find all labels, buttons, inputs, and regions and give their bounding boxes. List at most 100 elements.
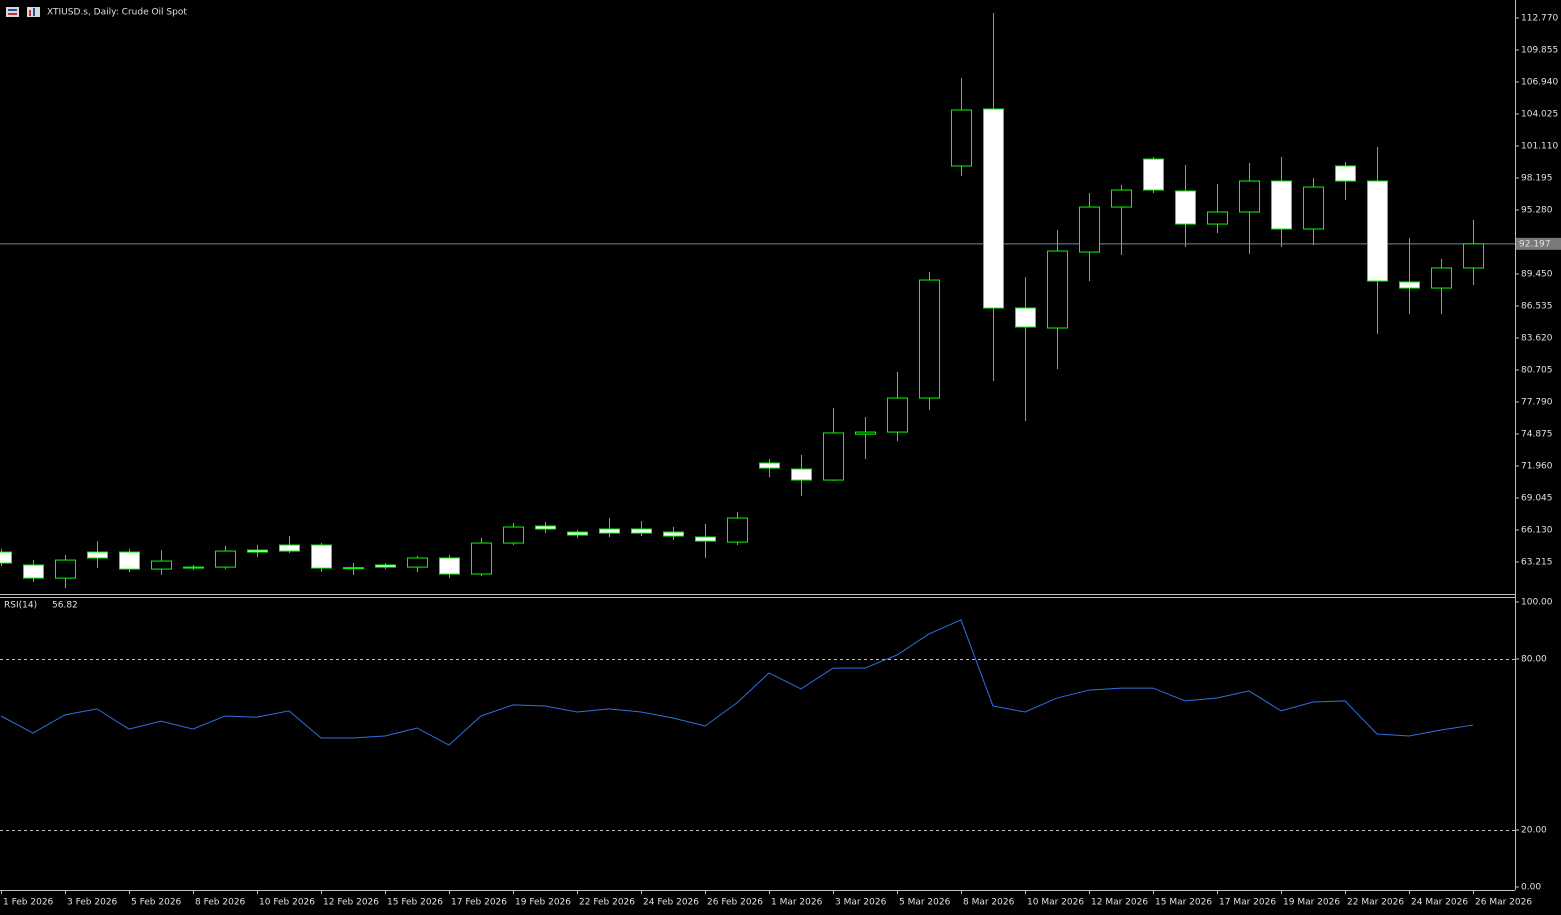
indicator-title: RSI(14)	[4, 601, 37, 611]
candle-body	[343, 567, 364, 570]
candle-body	[311, 544, 332, 569]
y-tick-label: 89.450	[1521, 269, 1553, 279]
candle-body	[1111, 189, 1132, 208]
candle-body	[759, 462, 780, 469]
icon	[8, 9, 17, 11]
candle-body	[791, 468, 812, 481]
candle-body	[0, 551, 12, 564]
x-tick-label: 8 Mar 2026	[963, 898, 1015, 908]
x-tick-label: 1 Mar 2026	[771, 898, 823, 908]
y-tick-label: 98.195	[1521, 173, 1553, 183]
candle-body	[599, 528, 620, 534]
x-tick-label: 10 Feb 2026	[259, 898, 315, 908]
x-tick-label: 12 Feb 2026	[323, 898, 379, 908]
x-tick-label: 5 Feb 2026	[131, 898, 182, 908]
y-tick-label: 83.620	[1521, 333, 1553, 343]
candle-body	[567, 531, 588, 536]
y-tick-label: 63.215	[1521, 557, 1553, 567]
y-tick-label: 74.875	[1521, 429, 1553, 439]
x-tick-label: 24 Feb 2026	[643, 898, 699, 908]
y-tick-label: 86.535	[1521, 301, 1553, 311]
candle-body	[183, 566, 204, 569]
candle-body	[887, 397, 908, 433]
candle-body	[471, 542, 492, 575]
candle-body	[503, 526, 524, 544]
candle-body	[1303, 186, 1324, 230]
y-tick-label: 100.00	[1521, 598, 1553, 608]
x-tick-label: 19 Feb 2026	[515, 898, 571, 908]
x-tick-label: 3 Feb 2026	[67, 898, 118, 908]
icon	[33, 8, 35, 16]
x-tick-label: 12 Mar 2026	[1091, 898, 1148, 908]
x-tick-label: 1 Feb 2026	[3, 898, 54, 908]
candle-body	[1079, 206, 1100, 253]
candle-body	[663, 531, 684, 537]
candle-body	[151, 560, 172, 570]
x-tick-label: 5 Mar 2026	[899, 898, 951, 908]
toolbar-icons	[6, 7, 40, 17]
x-tick-label: 17 Feb 2026	[451, 898, 507, 908]
candle-body	[695, 536, 716, 542]
y-tick-label: 71.960	[1521, 461, 1553, 471]
candle-body	[439, 557, 460, 575]
candle-body	[1015, 307, 1036, 328]
x-tick-label: 15 Feb 2026	[387, 898, 443, 908]
candle-body	[1207, 211, 1228, 225]
candle-body	[823, 432, 844, 481]
y-tick-label: 20.00	[1521, 826, 1547, 836]
candle-body	[1175, 190, 1196, 225]
x-tick-label: 15 Mar 2026	[1155, 898, 1212, 908]
icon	[6, 7, 19, 17]
y-tick-label: 112.770	[1521, 14, 1558, 24]
candle-body	[247, 549, 268, 553]
rsi-line	[0, 619, 1474, 746]
x-tick-label: 19 Mar 2026	[1283, 898, 1340, 908]
candle-body	[1335, 165, 1356, 182]
candle-body	[855, 431, 876, 435]
x-tick-label: 10 Mar 2026	[1027, 898, 1084, 908]
y-tick-label: 80.705	[1521, 365, 1553, 375]
candle-body	[279, 544, 300, 552]
candle-body	[55, 559, 76, 579]
y-tick-label: 101.110	[1521, 141, 1558, 151]
x-tick-label: 3 Mar 2026	[835, 898, 887, 908]
candle-body	[727, 517, 748, 543]
y-tick-label: 95.280	[1521, 205, 1553, 215]
x-tick-label: 26 Feb 2026	[707, 898, 763, 908]
candle-body	[1399, 281, 1420, 289]
x-tick-label: 17 Mar 2026	[1219, 898, 1276, 908]
x-tick-label: 24 Mar 2026	[1411, 898, 1468, 908]
candle-body	[119, 551, 140, 570]
y-tick-label: 80.00	[1521, 655, 1547, 665]
candle-body	[983, 108, 1004, 309]
candle-body	[535, 525, 556, 530]
icon	[29, 10, 31, 16]
y-tick-label: 104.025	[1521, 110, 1558, 120]
indicator-value: 56.82	[52, 601, 78, 611]
last-price-label: 92.197	[1519, 239, 1551, 249]
candle-body	[1367, 180, 1388, 282]
candle-body	[87, 551, 108, 559]
candle-body	[1431, 267, 1452, 289]
candle-body	[1047, 250, 1068, 329]
y-tick-label: 0.00	[1521, 883, 1541, 893]
x-tick-label: 22 Feb 2026	[579, 898, 635, 908]
candle-body	[1271, 180, 1292, 230]
y-tick-label: 69.045	[1521, 493, 1553, 503]
y-tick-label: 77.790	[1521, 397, 1553, 407]
x-tick-label: 26 Mar 2026	[1475, 898, 1532, 908]
y-tick-label: 66.130	[1521, 525, 1553, 535]
candle-body	[375, 564, 396, 568]
candle-body	[951, 109, 972, 167]
candle-body	[23, 564, 44, 579]
candle-body	[215, 550, 236, 568]
x-tick-label: 8 Feb 2026	[195, 898, 246, 908]
candle-body	[1463, 243, 1484, 269]
last-price-box	[1516, 237, 1561, 250]
candle-body	[919, 279, 940, 399]
chart-title: XTIUSD.s, Daily: Crude Oil Spot	[47, 8, 187, 18]
candle-body	[1239, 180, 1260, 213]
